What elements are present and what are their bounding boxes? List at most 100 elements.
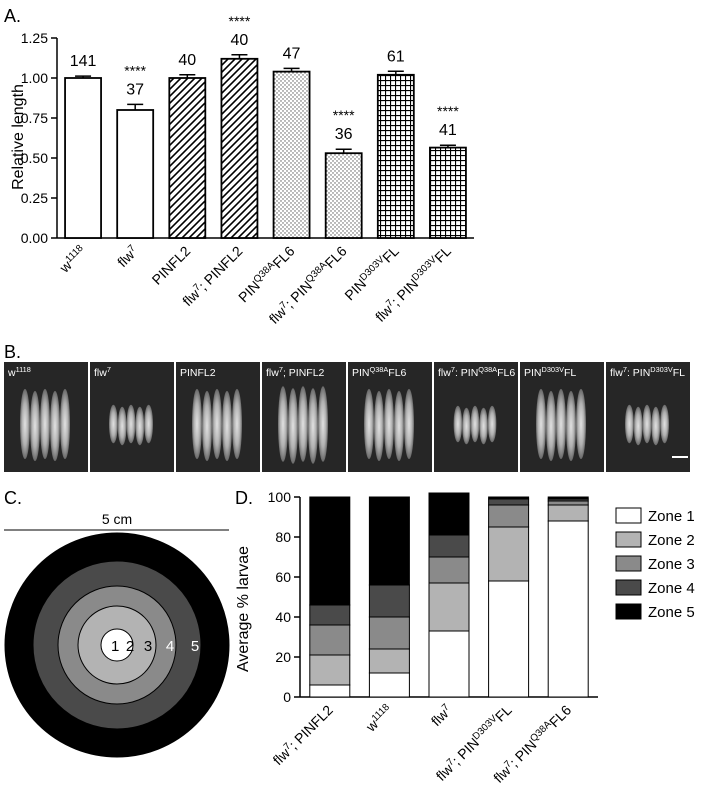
- larva-shape: [222, 391, 232, 461]
- larva-shape: [479, 407, 488, 445]
- photo-label-rest2: FL6: [497, 367, 515, 379]
- photo-label-sup2: D303V: [650, 365, 673, 374]
- photo-label-rest: ; PINFL2: [283, 367, 325, 379]
- chart-d-bar-segment: [488, 496, 530, 500]
- chart-a-x-label-sup: 7: [277, 299, 289, 311]
- panel-label-a: A.: [4, 6, 21, 26]
- chart-a-bar: [272, 70, 311, 239]
- chart-a-y-tick-label: 0.75: [21, 110, 48, 126]
- larva-shape: [394, 391, 404, 461]
- photo-label: flw7; PINFL2: [266, 365, 325, 380]
- chart-a-x-label: PINFL2: [149, 243, 194, 288]
- chart-d-x-label: flw7: [427, 701, 455, 729]
- chart-d-x-label-sup: 7: [281, 741, 293, 753]
- chart-a-bar: [64, 77, 102, 239]
- photo-label-sup: 7: [451, 365, 455, 374]
- photo-label-rest: FL: [564, 367, 576, 379]
- chart-a-y-tick-label: 0.00: [21, 230, 48, 246]
- larva-shape: [20, 389, 30, 459]
- larva-shape: [40, 389, 50, 459]
- larva-shape: [298, 386, 308, 462]
- larva-shape: [232, 389, 242, 459]
- chart-a-significance: ****: [229, 13, 251, 29]
- larva-shape: [404, 389, 414, 459]
- larva-shape: [364, 389, 374, 459]
- chart-d-x-label-rest: ; PINFL2: [286, 702, 337, 753]
- photo-label-base: flw: [438, 367, 451, 379]
- chart-a-bar: [324, 152, 363, 239]
- legend-swatch: [615, 555, 642, 572]
- photo-tile: PINQ38AFL6: [348, 362, 432, 472]
- photo-label-sup: Q38A: [370, 365, 389, 374]
- chart-d-bar-segment: [488, 504, 530, 528]
- chart-a-n-label: 41: [439, 122, 457, 139]
- larva-shape: [117, 406, 127, 446]
- chart-d-bar-segment: [547, 496, 589, 500]
- photo-label-base: flw: [610, 367, 623, 379]
- larva-shape: [318, 386, 328, 462]
- larva-shape: [651, 406, 661, 446]
- photo-label-sup: 7: [279, 365, 283, 374]
- chart-a-x-label-base: PINFL2: [149, 243, 194, 288]
- photo-label-sup2: Q38A: [478, 365, 497, 374]
- chart-a-x-label-sup: 7: [384, 297, 396, 309]
- chart-d-bar-segment: [547, 520, 589, 698]
- chart-d-bar-segment: [368, 648, 410, 674]
- chart-d-bar-segment: [309, 496, 351, 606]
- larva-shape: [288, 388, 298, 464]
- chart-d-legend: Zone 1 Zone 2 Zone 3 Zone 4 Zone 5: [615, 507, 695, 621]
- chart-a-x-label-sup: 7: [191, 282, 203, 294]
- chart-a-significance: ****: [437, 103, 459, 119]
- chart-d-bar-segment: [428, 556, 470, 584]
- larva-shape: [487, 405, 497, 443]
- larva-shape: [642, 404, 652, 444]
- photo-label: w1118: [7, 365, 31, 380]
- photo-label: PIND303VFL: [524, 365, 576, 380]
- chart-d-bar-segment: [368, 496, 410, 586]
- photo-label-base: w: [7, 367, 16, 379]
- larva-shape: [135, 406, 145, 446]
- chart-d-y-tick-label: 80: [275, 529, 291, 545]
- chart-a-y-tick-label: 0.50: [21, 150, 48, 166]
- larva-shape: [625, 404, 634, 444]
- larva-shape: [278, 386, 288, 462]
- chart-a-x-label: w1118: [55, 242, 89, 276]
- chart-a-x-label-sup: 7: [126, 242, 138, 254]
- photo-label-rest: : PIN: [627, 367, 650, 379]
- larva-shape: [576, 389, 586, 459]
- chart-d-bar-segment: [368, 672, 410, 698]
- panel-label-c: C.: [4, 488, 22, 508]
- chart-d-bar-segment: [428, 630, 470, 698]
- chart-a-significance: ****: [124, 62, 146, 78]
- chart-a-x-label: flw7: [114, 242, 142, 270]
- chart-d-bar-segment: [428, 582, 470, 632]
- chart-a-n-label: 40: [178, 52, 196, 69]
- larva-shape: [546, 391, 556, 461]
- photo-label: flw7: PINQ38AFL6: [438, 365, 515, 380]
- photo-label-base: flw: [94, 367, 107, 379]
- chart-a-bar: [116, 109, 155, 239]
- panel-b-larva-photos: w1118 flw7 PINFL2 flw7; PINFL2 PINQ38AFL6 flw…: [4, 362, 690, 472]
- photo-tile: flw7: PINQ38AFL6: [434, 362, 518, 472]
- chart-d-x-label-sup: 1118: [369, 701, 392, 724]
- photo-label-base: flw: [266, 367, 279, 379]
- chart-d-bar-segment: [368, 616, 410, 650]
- larva-shape: [144, 404, 154, 444]
- larva-shape: [308, 388, 318, 464]
- chart-d-bar-segment: [488, 526, 530, 582]
- legend-swatch: [615, 507, 642, 524]
- panel-label-d: D.: [235, 488, 253, 508]
- chart-d-bar-segment: [309, 624, 351, 656]
- chart-a-y-tick-label: 1.25: [21, 30, 48, 46]
- legend-label: Zone 4: [648, 580, 695, 597]
- chart-a-y-tick-label: 0.25: [21, 190, 48, 206]
- photo-label-sup: 1118: [16, 365, 31, 374]
- chart-a-x-label-rest: ; PINFL2: [195, 243, 246, 294]
- chart-d-x-label: w1118: [362, 701, 396, 735]
- photo-tile: flw7: [90, 362, 174, 472]
- larva-shape: [30, 391, 40, 461]
- legend-label: Zone 5: [648, 604, 695, 621]
- photo-tile: flw7; PINFL2: [262, 362, 346, 472]
- larva-shape: [660, 404, 669, 444]
